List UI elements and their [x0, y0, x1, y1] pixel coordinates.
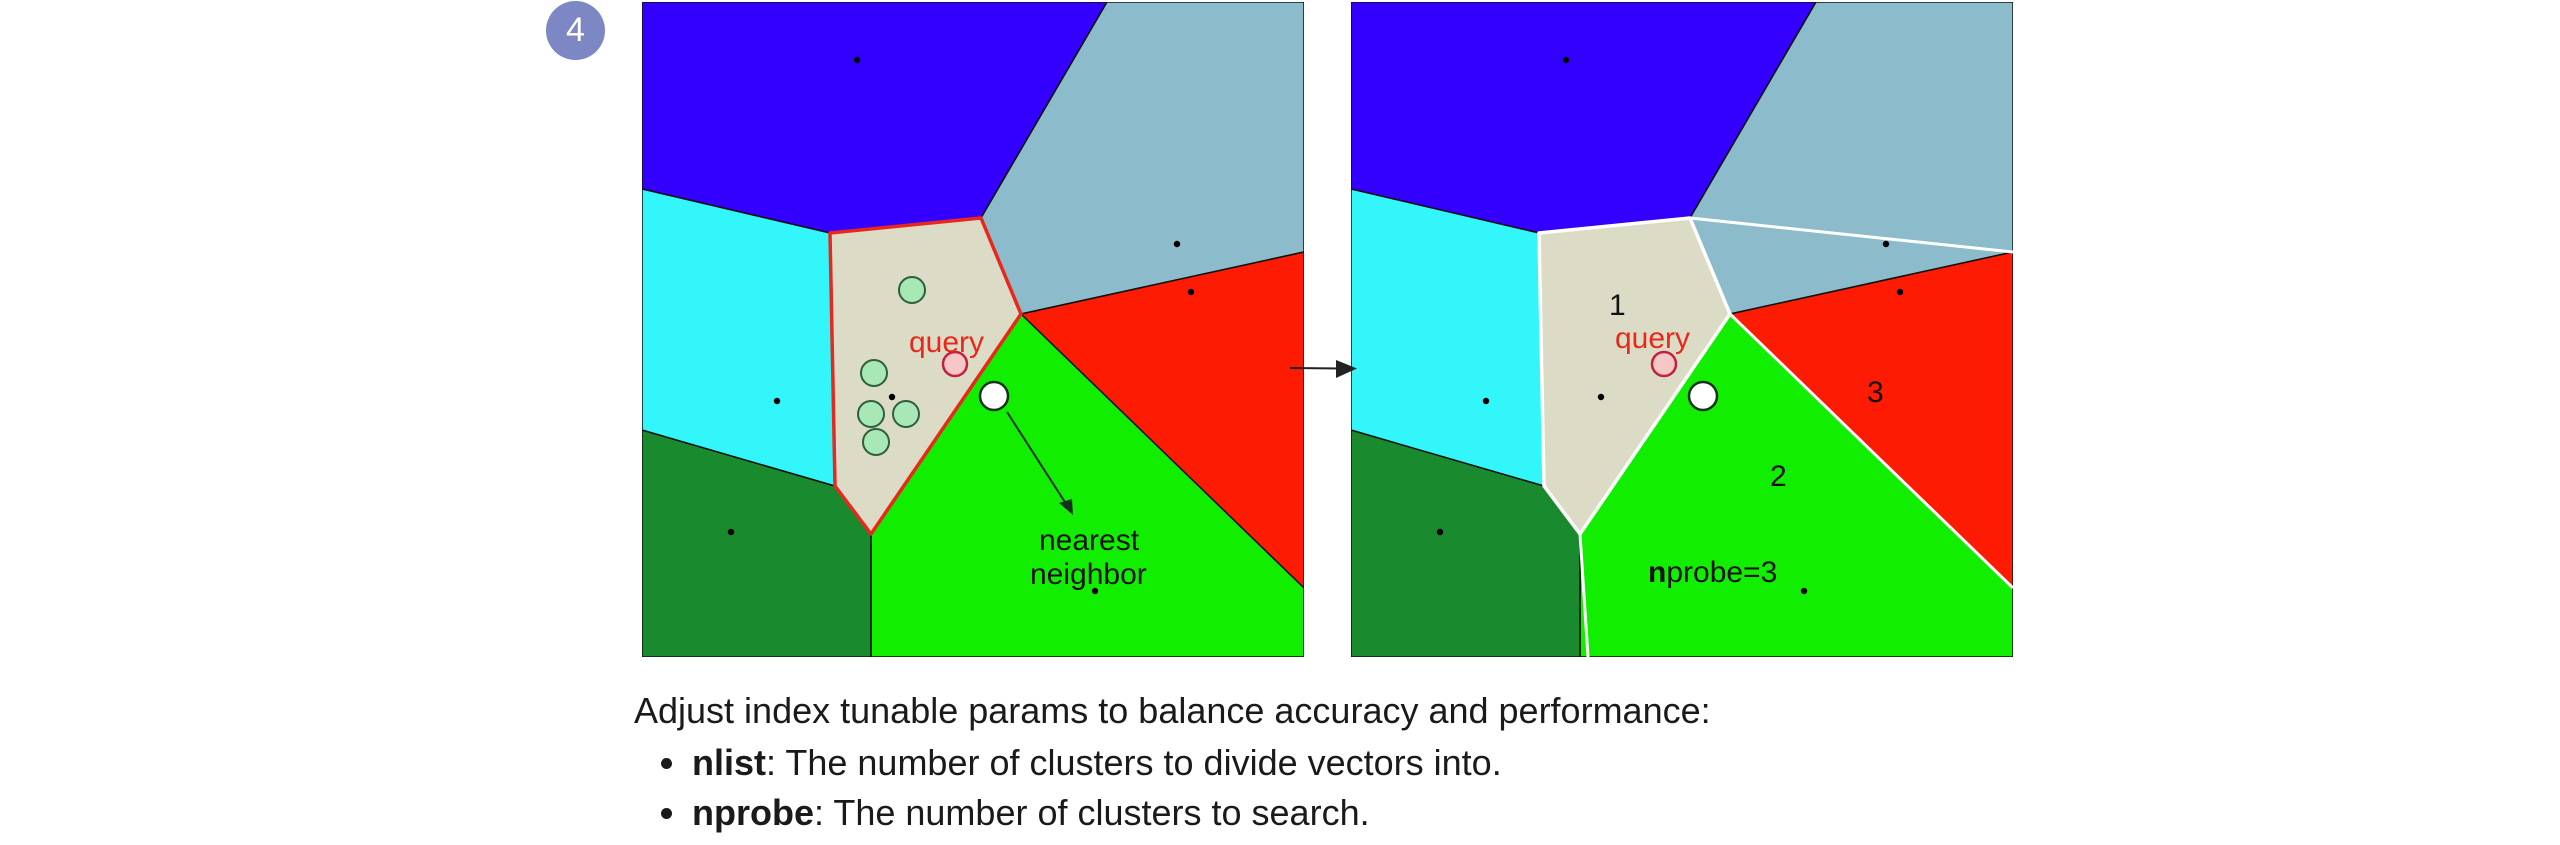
- svg-text:3: 3: [1867, 376, 1884, 409]
- svg-text:2: 2: [1770, 460, 1787, 493]
- svg-text:query: query: [909, 326, 984, 359]
- svg-text:nearest: nearest: [1039, 524, 1140, 557]
- svg-text:1: 1: [1609, 289, 1626, 322]
- svg-text:query: query: [1615, 322, 1690, 355]
- svg-text:nprobe=3: nprobe=3: [1648, 556, 1777, 589]
- svg-text:neighbor: neighbor: [1030, 558, 1147, 591]
